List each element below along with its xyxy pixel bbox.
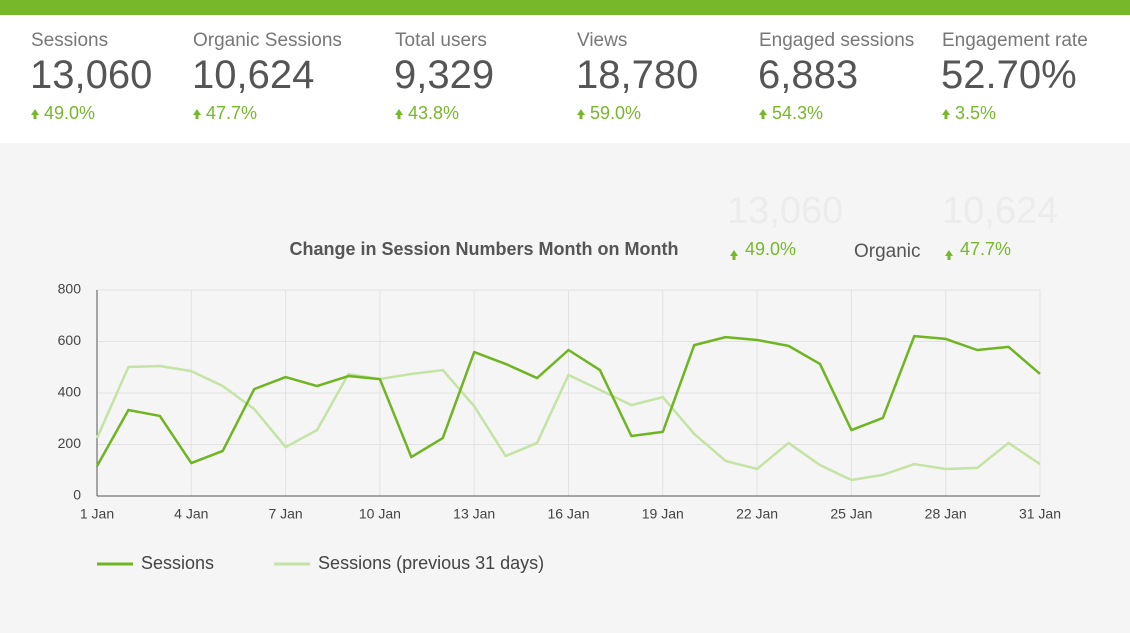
scorecard-change: 49.0% bbox=[31, 103, 95, 124]
scorecard-value: 6,883 bbox=[758, 53, 859, 97]
arrow-shape bbox=[395, 109, 403, 119]
change-value: 47.7% bbox=[960, 239, 1011, 259]
change-value: 59.0% bbox=[590, 103, 642, 123]
up-arrow bbox=[193, 109, 201, 119]
x-tick-label: 31 Jan bbox=[1019, 506, 1061, 522]
x-tick-label: 10 Jan bbox=[359, 506, 401, 522]
up-arrow bbox=[395, 109, 403, 119]
up-arrow bbox=[759, 109, 767, 119]
y-tick-label: 0 bbox=[73, 487, 81, 503]
x-tick-label: 7 Jan bbox=[268, 506, 302, 522]
change-value: 49.0% bbox=[44, 103, 96, 123]
scorecard-value: 52.70% bbox=[941, 53, 1077, 97]
scorecard-value: 9,329 bbox=[394, 53, 495, 97]
y-tick-label: 600 bbox=[58, 332, 82, 348]
x-tick-label: 4 Jan bbox=[174, 506, 208, 522]
scorecard-change: 59.0% bbox=[577, 103, 641, 124]
arrow-shape bbox=[193, 109, 201, 119]
up-arrow bbox=[945, 250, 953, 260]
scorecard-change: 43.8% bbox=[395, 103, 459, 124]
top-bar bbox=[0, 0, 1130, 15]
organic-label: Organic bbox=[854, 241, 921, 262]
change-value: 54.3% bbox=[772, 103, 824, 123]
change-value: 3.5% bbox=[955, 103, 997, 123]
arrow-shape bbox=[577, 109, 585, 119]
change-value: 43.8% bbox=[408, 103, 460, 123]
up-arrow bbox=[31, 109, 39, 119]
y-tick-label: 800 bbox=[58, 281, 82, 297]
arrow-shape bbox=[759, 109, 767, 119]
scorecard-label: Views bbox=[577, 30, 628, 51]
x-tick-label: 16 Jan bbox=[547, 506, 589, 522]
y-tick-label: 200 bbox=[58, 435, 82, 451]
scorecard-change: 54.3% bbox=[759, 103, 823, 124]
x-tick-label: 1 Jan bbox=[80, 506, 114, 522]
legend-label: Sessions (previous 31 days) bbox=[318, 553, 544, 573]
series-line bbox=[95, 334, 1041, 467]
arrow-shape bbox=[942, 109, 950, 119]
scorecard-label: Sessions bbox=[31, 30, 109, 51]
scorecard-label: Organic Sessions bbox=[193, 30, 342, 51]
legend-label: Sessions bbox=[141, 553, 214, 573]
scorecard-value: 13,060 bbox=[30, 53, 153, 97]
x-tick-label: 28 Jan bbox=[925, 506, 967, 522]
faded-value: 13,060 bbox=[727, 190, 843, 232]
series-line bbox=[95, 364, 1041, 482]
change-value: 49.0% bbox=[745, 239, 796, 259]
y-tick-label: 400 bbox=[58, 384, 82, 400]
scorecard-label: Engagement rate bbox=[942, 30, 1088, 51]
change-value: 47.7% bbox=[206, 103, 258, 123]
scorecards: Sessions 13,060 49.0% Organic Sessions 10,62… bbox=[0, 15, 1130, 143]
up-arrow bbox=[730, 250, 738, 260]
scorecard-label: Total users bbox=[395, 30, 487, 51]
scorecard-value: 18,780 bbox=[576, 53, 699, 97]
scorecard-change: 3.5% bbox=[942, 103, 996, 124]
scorecard-label: Engaged sessions bbox=[759, 30, 915, 51]
chart: Change in Session Numbers Month on Month… bbox=[58, 190, 1061, 573]
faded-value: 10,624 bbox=[942, 190, 1058, 232]
scorecard-value: 10,624 bbox=[192, 53, 315, 97]
arrow-shape bbox=[31, 109, 39, 119]
x-tick-label: 13 Jan bbox=[453, 506, 495, 522]
scorecard-change: 47.7% bbox=[193, 103, 257, 124]
x-tick-label: 22 Jan bbox=[736, 506, 778, 522]
up-arrow bbox=[942, 109, 950, 119]
x-tick-label: 25 Jan bbox=[830, 506, 872, 522]
x-tick-label: 19 Jan bbox=[642, 506, 684, 522]
chart-title: Change in Session Numbers Month on Month bbox=[290, 239, 679, 259]
up-arrow bbox=[577, 109, 585, 119]
